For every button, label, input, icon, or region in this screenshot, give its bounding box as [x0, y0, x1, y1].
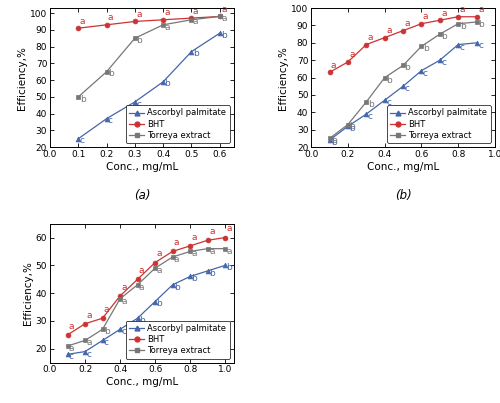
Text: a: a [221, 14, 226, 23]
Text: a: a [108, 13, 114, 22]
Text: b: b [221, 31, 227, 40]
Text: a: a [460, 5, 465, 14]
Text: a: a [368, 33, 374, 42]
Text: c: c [69, 352, 74, 361]
Legend: Ascorbyl palmitate, BHT, Torreya extract: Ascorbyl palmitate, BHT, Torreya extract [126, 321, 230, 359]
Text: b: b [226, 263, 232, 272]
Text: b: b [136, 36, 142, 45]
Text: (b): (b) [394, 189, 411, 202]
Text: a: a [69, 322, 74, 331]
Text: b: b [80, 95, 86, 104]
Text: b: b [108, 69, 114, 79]
Text: a: a [174, 255, 180, 264]
Text: a: a [193, 6, 198, 16]
Text: c: c [108, 116, 113, 125]
Text: b: b [442, 32, 447, 41]
Text: b: b [139, 316, 144, 325]
Text: b: b [460, 22, 466, 31]
Text: a: a [69, 344, 74, 353]
X-axis label: Conc., mg/mL: Conc., mg/mL [367, 162, 439, 172]
Text: (a): (a) [134, 189, 150, 202]
Text: c: c [442, 58, 446, 67]
Text: a: a [226, 224, 232, 233]
Text: b: b [350, 124, 355, 133]
Text: b: b [209, 269, 215, 278]
Text: b: b [386, 75, 392, 85]
Text: a: a [156, 249, 162, 258]
Text: a: a [221, 5, 226, 14]
Text: b: b [156, 299, 162, 308]
Text: a: a [192, 233, 197, 242]
Text: a: a [136, 10, 142, 19]
Text: a: a [139, 283, 144, 292]
Text: b: b [331, 138, 336, 147]
X-axis label: Conc., mg/mL: Conc., mg/mL [106, 377, 178, 387]
Text: b: b [174, 283, 180, 292]
Legend: Ascorbyl palmitate, BHT, Torreya extract: Ascorbyl palmitate, BHT, Torreya extract [126, 105, 230, 143]
Text: b: b [368, 100, 374, 109]
Text: c: c [423, 69, 428, 78]
Text: b: b [423, 44, 428, 53]
Text: b: b [478, 20, 484, 29]
Y-axis label: Efficiency,%: Efficiency,% [17, 46, 27, 110]
Text: c: c [404, 84, 409, 93]
Text: b: b [350, 123, 355, 131]
Text: c: c [104, 339, 109, 347]
Text: a: a [423, 12, 428, 21]
Text: c: c [368, 112, 373, 121]
Text: a: a [331, 61, 336, 70]
Text: c: c [478, 41, 483, 50]
Text: a: a [404, 19, 410, 28]
Text: c: c [122, 327, 126, 336]
Text: c: c [460, 43, 464, 52]
Text: a: a [192, 249, 197, 258]
Text: a: a [386, 26, 392, 35]
Text: a: a [86, 339, 92, 347]
Text: b: b [104, 327, 110, 336]
X-axis label: Conc., mg/mL: Conc., mg/mL [106, 162, 178, 172]
Text: c: c [136, 100, 141, 108]
Text: a: a [164, 23, 170, 31]
Text: b: b [164, 79, 170, 89]
Text: a: a [478, 5, 484, 14]
Text: a: a [350, 50, 355, 59]
Text: b: b [331, 136, 336, 145]
Text: c: c [86, 349, 92, 359]
Legend: Ascorbyl palmitate, BHT, Torreya extract: Ascorbyl palmitate, BHT, Torreya extract [387, 105, 491, 143]
Text: b: b [193, 49, 198, 58]
Text: a: a [442, 8, 447, 18]
Text: a: a [174, 238, 180, 247]
Text: a: a [122, 297, 127, 306]
Text: a: a [226, 247, 232, 256]
Text: a: a [164, 8, 170, 17]
Text: b: b [192, 274, 198, 283]
Text: a: a [139, 266, 144, 275]
Text: c: c [80, 137, 84, 145]
Text: a: a [209, 247, 214, 256]
Text: a: a [209, 227, 214, 236]
Text: a: a [86, 311, 92, 320]
Text: a: a [104, 305, 110, 314]
Text: b: b [404, 63, 410, 73]
Text: a: a [156, 266, 162, 275]
Y-axis label: Efficiency,%: Efficiency,% [278, 46, 288, 110]
Text: a: a [193, 17, 198, 27]
Text: a: a [122, 283, 127, 292]
Text: a: a [80, 17, 85, 26]
Text: c: c [386, 98, 391, 107]
Y-axis label: Efficiency,%: Efficiency,% [23, 261, 33, 325]
